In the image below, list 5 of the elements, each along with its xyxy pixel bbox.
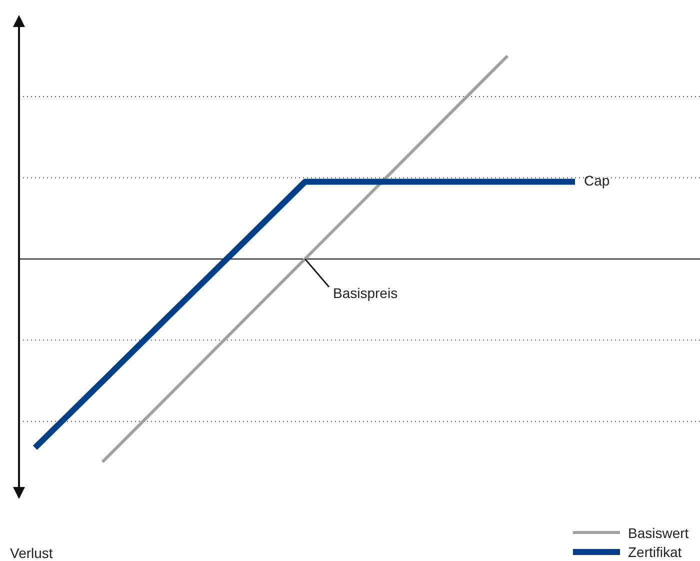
text: Verlust (10, 545, 53, 561)
annotation: Cap (584, 172, 610, 189)
legend-label: Zertifikat (628, 544, 682, 560)
annotation: Basispreis (333, 284, 398, 301)
legend-label: Basiswert (628, 524, 689, 540)
